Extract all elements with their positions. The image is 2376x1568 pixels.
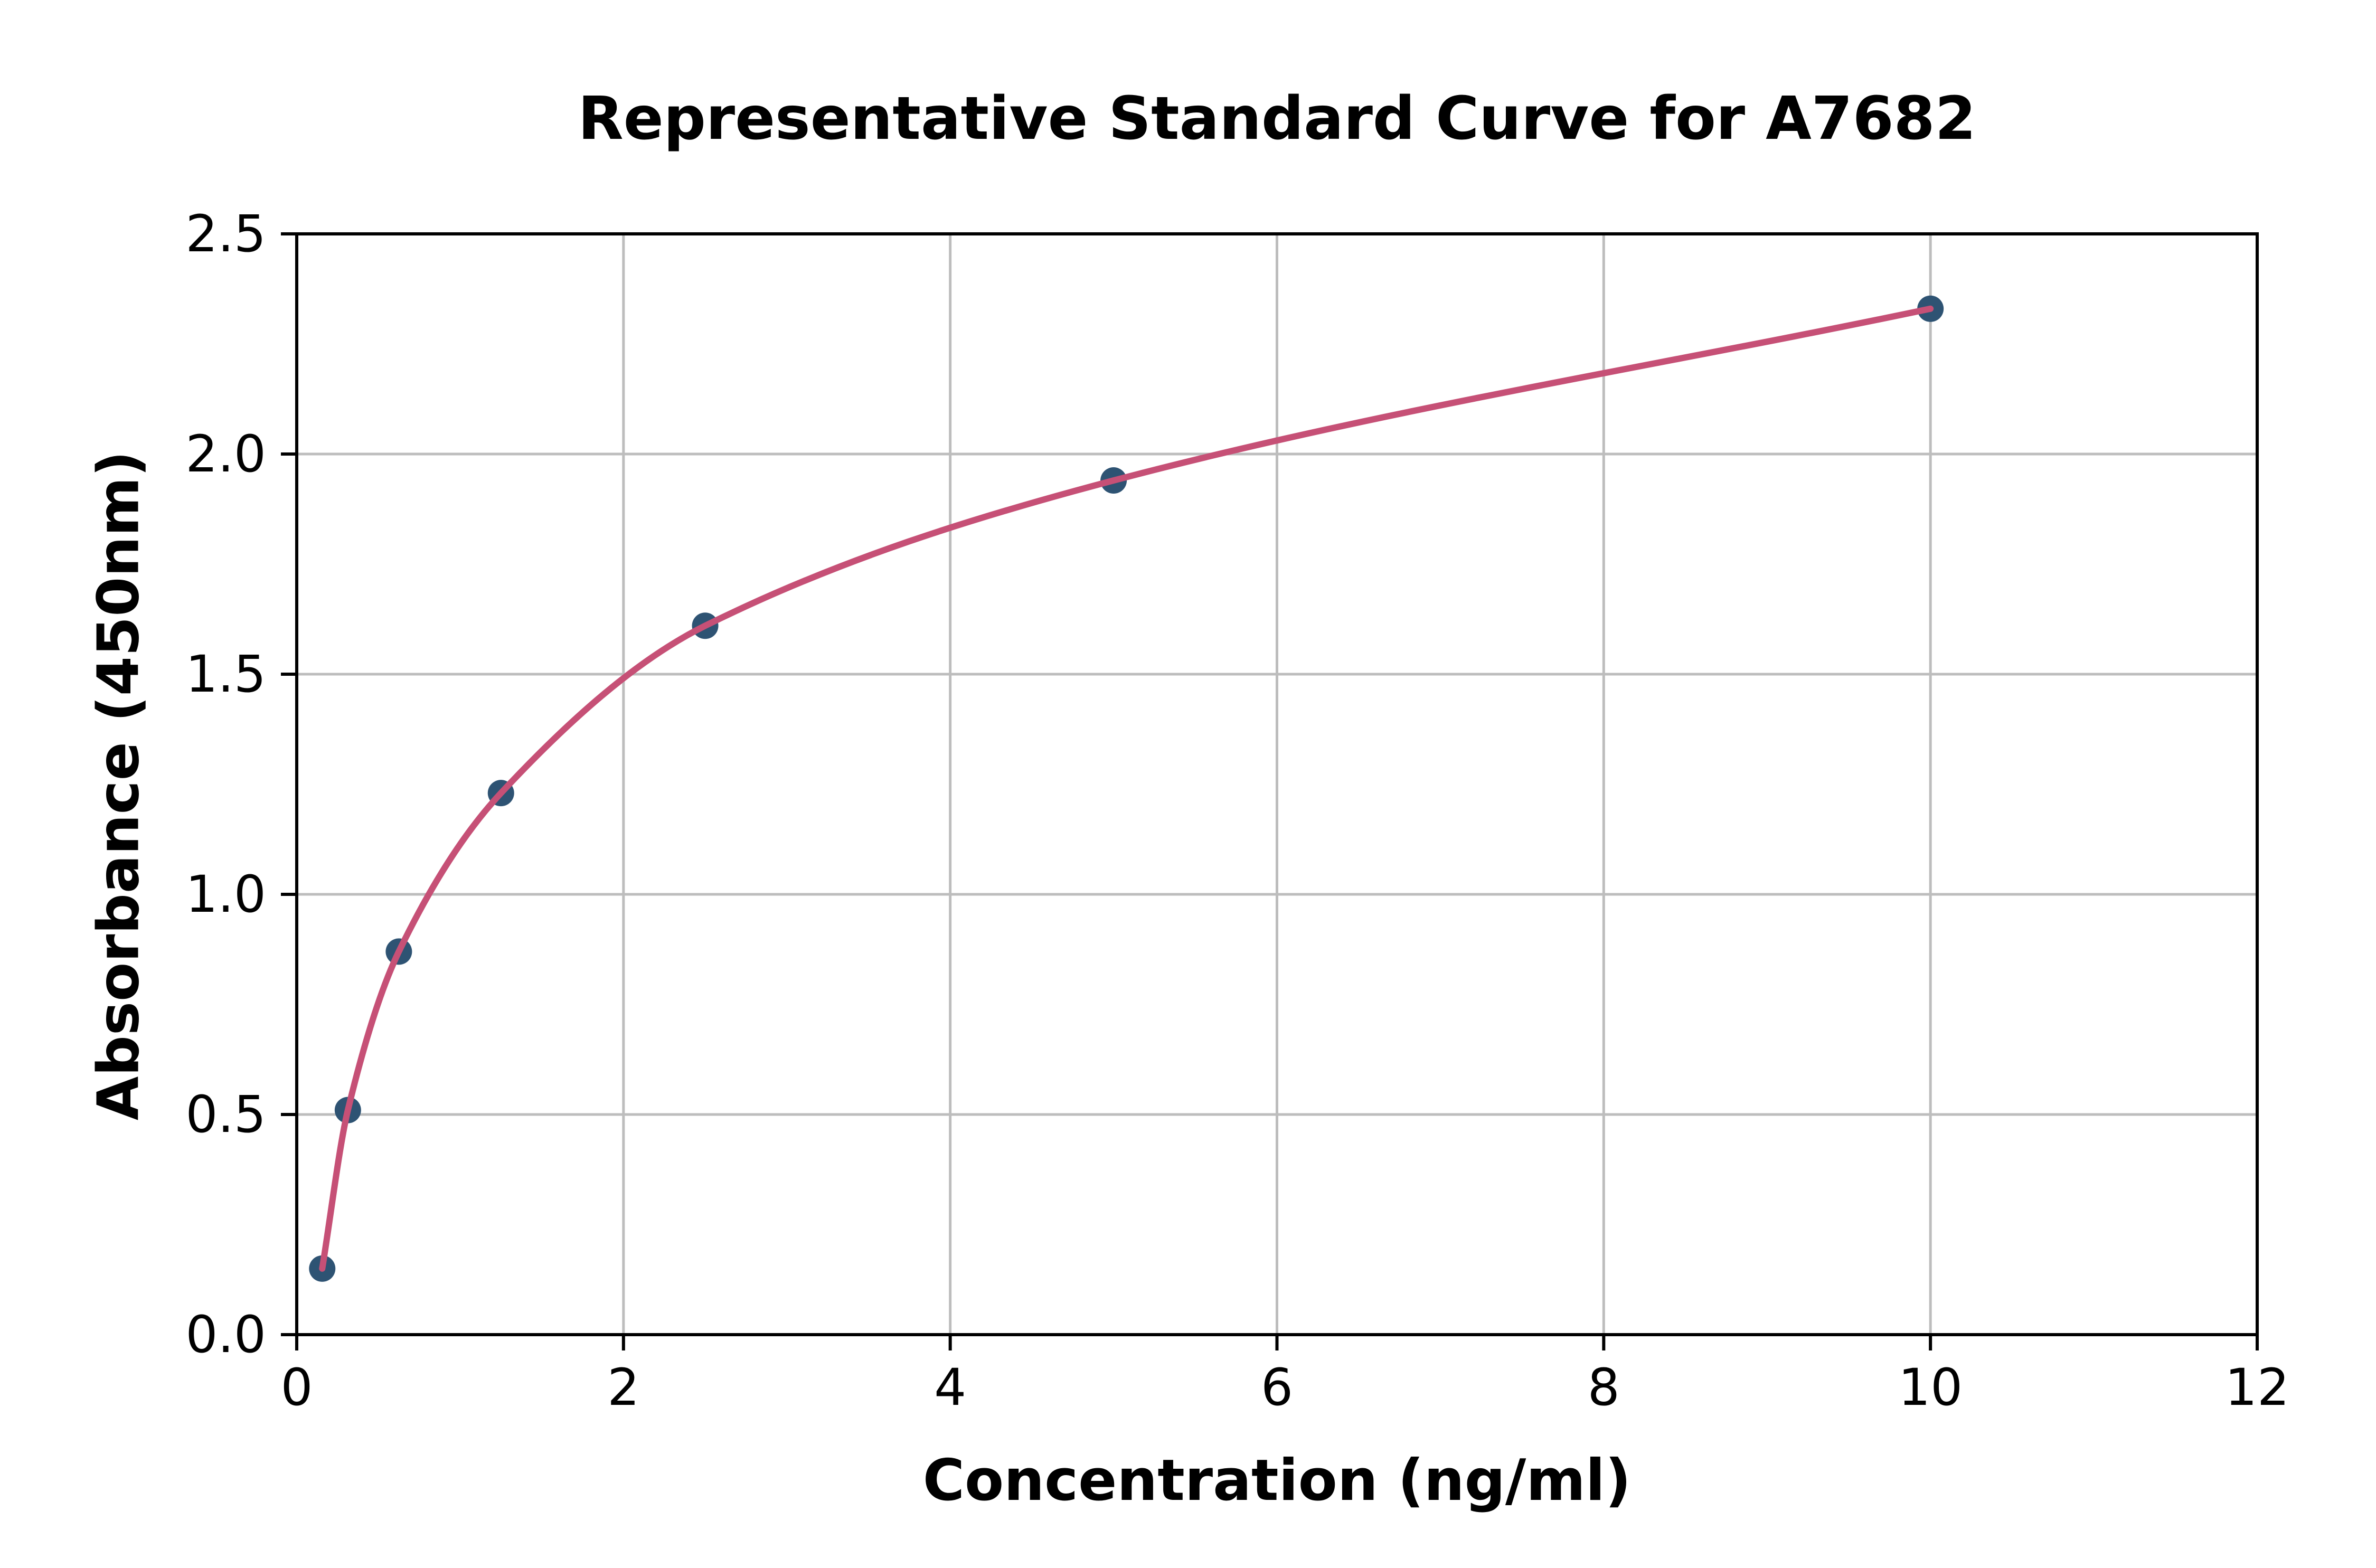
x-tick-label: 10 [1898, 1358, 1963, 1417]
x-tick-label: 4 [934, 1358, 966, 1417]
x-tick-label: 8 [1588, 1358, 1620, 1417]
y-tick-label: 0.0 [185, 1305, 266, 1364]
chart-title: Representative Standard Curve for A7682 [578, 84, 1976, 153]
y-tick-label: 2.0 [185, 424, 266, 484]
y-tick-label: 1.5 [185, 645, 266, 704]
x-tick-label: 12 [2225, 1358, 2289, 1417]
x-tick-label: 0 [280, 1358, 313, 1417]
standard-curve-line [319, 305, 1934, 1272]
y-tick-label: 0.5 [185, 1085, 266, 1144]
x-axis-title: Concentration (ng/ml) [922, 1448, 1632, 1514]
x-tick-label: 2 [607, 1358, 639, 1417]
y-tick-label: 2.5 [185, 204, 266, 263]
y-tick-label: 1.0 [185, 865, 266, 924]
x-tick-label: 6 [1261, 1358, 1293, 1417]
